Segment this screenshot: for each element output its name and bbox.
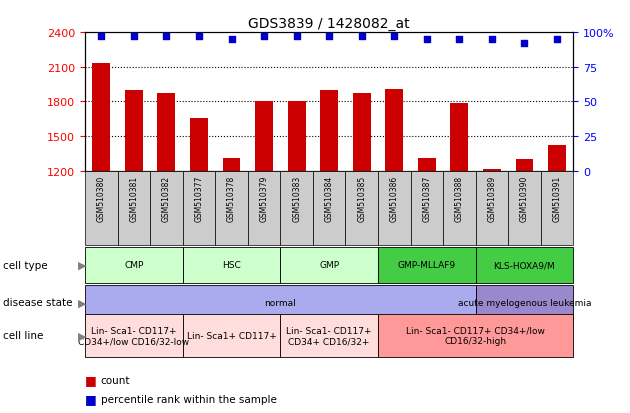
Text: GMP: GMP [319,261,339,270]
Point [161,34,171,40]
Text: GSM510382: GSM510382 [162,175,171,221]
Text: Lin- Sca1+ CD117+: Lin- Sca1+ CD117+ [186,331,277,340]
Bar [215,171,248,246]
Point [519,41,529,47]
Bar [190,119,208,171]
Bar [183,248,280,283]
Text: GSM510387: GSM510387 [422,175,432,221]
Bar [280,248,378,283]
Point [324,34,335,40]
Bar [378,248,476,283]
Bar [320,91,338,171]
Point [487,37,497,43]
Bar [248,171,280,246]
Bar [222,159,241,171]
Bar [280,171,313,246]
Point [422,37,432,43]
Text: ▶: ▶ [77,330,86,341]
Text: GSM510379: GSM510379 [260,175,268,221]
Bar [280,314,378,357]
Bar [386,90,403,171]
Bar [508,171,541,246]
Bar [541,171,573,246]
Point [357,34,367,40]
Bar [150,171,183,246]
Bar [313,171,345,246]
Point [227,37,237,43]
Text: Lin- Sca1- CD117+
CD34+ CD16/32+: Lin- Sca1- CD117+ CD34+ CD16/32+ [287,326,372,345]
Text: cell line: cell line [3,330,43,341]
Text: GMP-MLLAF9: GMP-MLLAF9 [398,261,456,270]
Point [292,34,302,40]
Bar [476,171,508,246]
Bar [378,171,411,246]
Text: CMP: CMP [124,261,144,270]
Bar [85,314,183,357]
Bar [476,285,573,320]
Text: GSM510381: GSM510381 [129,175,139,221]
Text: GSM510384: GSM510384 [324,175,334,221]
Text: disease state: disease state [3,297,72,308]
Text: GSM510389: GSM510389 [488,175,496,221]
Bar [483,170,501,171]
Text: acute myelogenous leukemia: acute myelogenous leukemia [458,298,591,307]
Text: ▶: ▶ [77,297,86,308]
Bar [85,171,118,246]
Point [259,34,269,40]
Bar [85,248,183,283]
Point [389,34,399,40]
Bar [183,314,280,357]
Point [454,37,464,43]
Bar [85,285,476,320]
Text: ■: ■ [85,373,97,387]
Bar [353,94,370,171]
Text: Lin- Sca1- CD117+ CD34+/low
CD16/32-high: Lin- Sca1- CD117+ CD34+/low CD16/32-high [406,326,545,345]
Bar [118,171,150,246]
Text: HSC: HSC [222,261,241,270]
Bar [183,171,215,246]
Text: cell type: cell type [3,260,48,271]
Text: count: count [101,375,130,385]
Bar [515,160,534,171]
Text: GSM510385: GSM510385 [357,175,366,221]
Title: GDS3839 / 1428082_at: GDS3839 / 1428082_at [248,17,410,31]
Text: GSM510378: GSM510378 [227,175,236,221]
Bar [411,171,443,246]
Text: GSM510388: GSM510388 [455,175,464,221]
Bar [418,159,436,171]
Bar [476,248,573,283]
Text: GSM510391: GSM510391 [553,175,561,221]
Text: GSM510380: GSM510380 [97,175,106,221]
Text: ■: ■ [85,392,97,405]
Bar [125,91,143,171]
Text: GSM510377: GSM510377 [195,175,203,221]
Text: Lin- Sca1- CD117+
CD34+/low CD16/32-low: Lin- Sca1- CD117+ CD34+/low CD16/32-low [78,326,190,345]
Bar [378,314,573,357]
Bar [255,102,273,171]
Bar [158,94,175,171]
Bar [450,103,468,171]
Text: ▶: ▶ [77,260,86,271]
Bar [345,171,378,246]
Text: GSM510386: GSM510386 [390,175,399,221]
Point [552,37,562,43]
Point [194,34,204,40]
Bar [548,146,566,171]
Bar [288,102,306,171]
Text: KLS-HOXA9/M: KLS-HOXA9/M [493,261,556,270]
Point [96,34,106,40]
Text: percentile rank within the sample: percentile rank within the sample [101,394,277,404]
Text: GSM510390: GSM510390 [520,175,529,221]
Bar [443,171,476,246]
Point [129,34,139,40]
Text: normal: normal [265,298,296,307]
Text: GSM510383: GSM510383 [292,175,301,221]
Bar [93,64,110,171]
